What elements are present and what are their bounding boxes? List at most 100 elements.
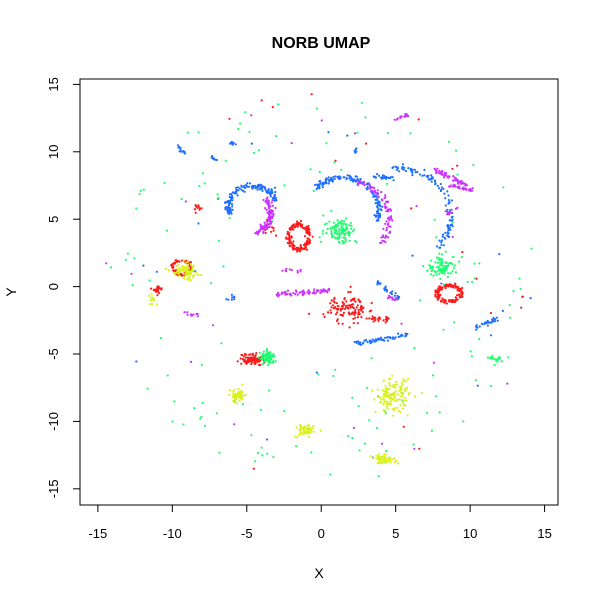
cluster-point-blue [374,338,377,341]
cluster-point-green [326,227,329,230]
cluster-point-magenta [388,294,391,297]
cluster-point-yellow [181,267,184,270]
cluster-point-magenta [266,199,269,202]
cluster-point-magenta [457,181,460,184]
cluster-point-yellow [403,388,407,391]
cluster-point-red [301,223,304,226]
scatter-point-red [461,251,464,254]
cluster-point-red [303,226,306,230]
cluster-point-green [493,363,496,367]
scatter-point-green [360,101,364,104]
cluster-point-blue [256,185,259,188]
cluster-point-magenta [377,195,380,198]
cluster-point-magenta [368,187,372,190]
cluster-point-magenta [465,188,468,191]
cluster-point-red [195,205,198,208]
cluster-point-blue [439,189,442,193]
cluster-point-yellow [232,399,235,402]
cluster-point-magenta [296,293,299,296]
cluster-point-green [345,217,348,220]
cluster-point-blue [254,184,257,187]
scatter-point-green [462,420,465,423]
cluster-point-red [189,261,192,264]
cluster-point-red [384,321,387,324]
scatter-point-green [139,189,142,192]
cluster-point-blue [269,191,272,194]
scatter-point-green [419,299,422,302]
cluster-point-green [340,222,343,225]
cluster-point-blue [236,194,239,197]
cluster-point-green [438,259,441,262]
cluster-point-blue [327,182,330,185]
scatter-point-green [148,279,151,282]
cluster-point-yellow [299,430,302,433]
cluster-point-blue [378,212,381,216]
cluster-point-red [341,307,344,310]
cluster-point-green [338,241,341,244]
cluster-point-blue [409,167,412,170]
y-tick-label: 0 [46,283,61,290]
scatter-point-red [334,159,337,162]
cluster-point-yellow [376,461,379,465]
cluster-point-green [460,255,463,259]
scatter-point-green [266,452,269,455]
cluster-point-red [259,363,262,367]
scatter-point-blue [250,142,253,145]
scatter-point-green [283,410,286,413]
cluster-point-red [327,311,330,314]
scatter-point-green [218,451,221,454]
cluster-point-blue [237,189,240,192]
cluster-point-red [382,319,385,322]
cluster-point-red [442,300,445,303]
cluster-point-blue [387,336,390,339]
cluster-point-yellow [382,403,385,406]
cluster-point-blue [380,209,383,212]
cluster-point-red [345,300,348,303]
cluster-point-magenta [316,289,319,292]
cluster-point-red [352,312,356,315]
cluster-point-blue [427,174,430,177]
cluster-point-magenta [384,206,387,209]
scatter-point-green [135,207,138,210]
cluster-point-yellow [196,273,199,276]
cluster-point-red [249,358,252,361]
cluster-point-red [349,306,352,309]
scatter-point-green [472,163,475,166]
cluster-point-blue [334,175,337,178]
scatter-point-blue [197,222,200,225]
cluster-point-magenta [271,209,274,212]
cluster-point-green [430,269,433,273]
cluster-point-green [438,268,441,271]
scatter-point-red [310,93,313,96]
cluster-point-green [441,272,444,275]
scatter-point-green [283,184,286,187]
cluster-point-blue [379,337,382,340]
cluster-point-red [251,352,254,355]
cluster-point-blue [447,235,451,239]
cluster-point-magenta [299,291,302,294]
scatter-point-green [332,374,335,378]
cluster-point-blue [359,343,362,346]
scatter-point-blue [529,297,532,300]
cluster-point-yellow [381,455,384,458]
cluster-point-yellow [392,414,395,417]
cluster-point-magenta [260,227,263,230]
cluster-point-yellow [388,384,391,387]
cluster-point-magenta [356,178,359,181]
cluster-point-blue [446,234,449,237]
cluster-point-red [249,357,252,360]
cluster-point-blue [383,336,387,339]
x-tick-label: -5 [241,526,253,541]
cluster-point-yellow [238,399,241,402]
cluster-point-blue [371,338,374,341]
cluster-point-magenta [268,225,271,228]
cluster-point-yellow [389,460,392,463]
cluster-point-blue [447,226,450,229]
cluster-point-blue [364,339,368,342]
scatter-point-green [315,107,318,110]
cluster-point-magenta [391,219,394,222]
cluster-point-blue [378,174,381,177]
cluster-point-magenta [258,229,261,232]
scatter-point-green [193,407,196,410]
cluster-point-green [265,348,269,351]
